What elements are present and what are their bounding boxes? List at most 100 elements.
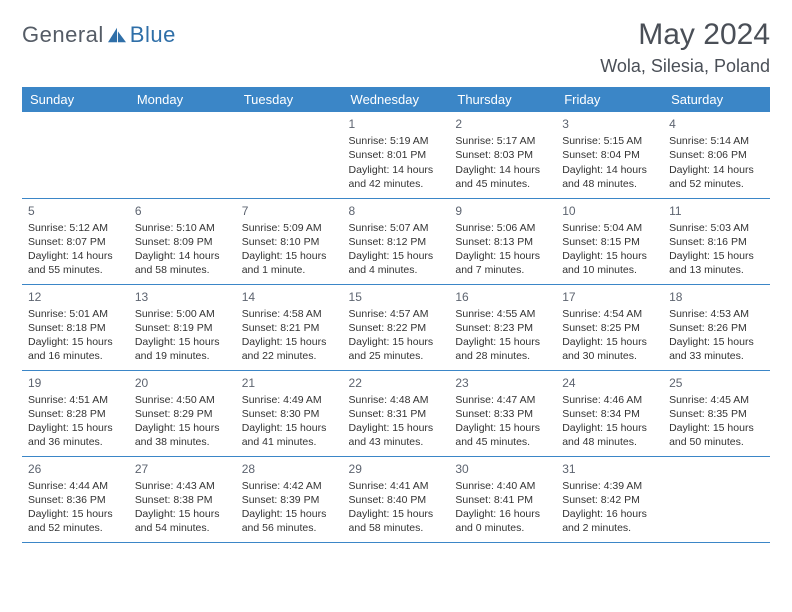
sunrise-line: Sunrise: 5:15 AM xyxy=(562,134,657,148)
brand-logo: General Blue xyxy=(22,22,176,48)
sunrise-line: Sunrise: 4:43 AM xyxy=(135,479,230,493)
day-number: 23 xyxy=(455,375,550,391)
daylight-line: Daylight: 15 hours and 13 minutes. xyxy=(669,249,764,277)
header: General Blue May 2024 Wola, Silesia, Pol… xyxy=(22,18,770,77)
daylight-line: Daylight: 16 hours and 0 minutes. xyxy=(455,507,550,535)
calendar-cell: 22Sunrise: 4:48 AMSunset: 8:31 PMDayligh… xyxy=(343,370,450,456)
daylight-line: Daylight: 15 hours and 58 minutes. xyxy=(349,507,444,535)
calendar-cell: 12Sunrise: 5:01 AMSunset: 8:18 PMDayligh… xyxy=(22,284,129,370)
daylight-line: Daylight: 15 hours and 19 minutes. xyxy=(135,335,230,363)
calendar-header-row: SundayMondayTuesdayWednesdayThursdayFrid… xyxy=(22,87,770,112)
sunset-line: Sunset: 8:34 PM xyxy=(562,407,657,421)
daylight-line: Daylight: 14 hours and 45 minutes. xyxy=(455,163,550,191)
daylight-line: Daylight: 15 hours and 25 minutes. xyxy=(349,335,444,363)
page-title: May 2024 xyxy=(600,18,770,52)
sunset-line: Sunset: 8:12 PM xyxy=(349,235,444,249)
daylight-line: Daylight: 15 hours and 33 minutes. xyxy=(669,335,764,363)
day-number: 11 xyxy=(669,203,764,219)
sunrise-line: Sunrise: 4:42 AM xyxy=(242,479,337,493)
day-number: 13 xyxy=(135,289,230,305)
daylight-line: Daylight: 14 hours and 42 minutes. xyxy=(349,163,444,191)
calendar-cell: 25Sunrise: 4:45 AMSunset: 8:35 PMDayligh… xyxy=(663,370,770,456)
sunset-line: Sunset: 8:15 PM xyxy=(562,235,657,249)
sunset-line: Sunset: 8:13 PM xyxy=(455,235,550,249)
sunset-line: Sunset: 8:33 PM xyxy=(455,407,550,421)
sunrise-line: Sunrise: 5:14 AM xyxy=(669,134,764,148)
sunset-line: Sunset: 8:31 PM xyxy=(349,407,444,421)
calendar-week-row: 1Sunrise: 5:19 AMSunset: 8:01 PMDaylight… xyxy=(22,112,770,198)
sunrise-line: Sunrise: 4:39 AM xyxy=(562,479,657,493)
day-number: 10 xyxy=(562,203,657,219)
calendar-cell: 2Sunrise: 5:17 AMSunset: 8:03 PMDaylight… xyxy=(449,112,556,198)
sunset-line: Sunset: 8:10 PM xyxy=(242,235,337,249)
sunrise-line: Sunrise: 5:01 AM xyxy=(28,307,123,321)
calendar-cell: 14Sunrise: 4:58 AMSunset: 8:21 PMDayligh… xyxy=(236,284,343,370)
sunrise-line: Sunrise: 4:48 AM xyxy=(349,393,444,407)
sunset-line: Sunset: 8:25 PM xyxy=(562,321,657,335)
title-block: May 2024 Wola, Silesia, Poland xyxy=(600,18,770,77)
calendar-cell xyxy=(22,112,129,198)
daylight-line: Daylight: 14 hours and 58 minutes. xyxy=(135,249,230,277)
day-header: Monday xyxy=(129,87,236,112)
calendar-week-row: 26Sunrise: 4:44 AMSunset: 8:36 PMDayligh… xyxy=(22,456,770,542)
sunrise-line: Sunrise: 4:47 AM xyxy=(455,393,550,407)
day-number: 1 xyxy=(349,116,444,132)
calendar-cell: 13Sunrise: 5:00 AMSunset: 8:19 PMDayligh… xyxy=(129,284,236,370)
calendar-cell: 18Sunrise: 4:53 AMSunset: 8:26 PMDayligh… xyxy=(663,284,770,370)
sunset-line: Sunset: 8:06 PM xyxy=(669,148,764,162)
daylight-line: Daylight: 15 hours and 22 minutes. xyxy=(242,335,337,363)
day-header: Wednesday xyxy=(343,87,450,112)
day-header: Tuesday xyxy=(236,87,343,112)
sunrise-line: Sunrise: 4:57 AM xyxy=(349,307,444,321)
sunrise-line: Sunrise: 5:04 AM xyxy=(562,221,657,235)
daylight-line: Daylight: 14 hours and 48 minutes. xyxy=(562,163,657,191)
calendar-cell xyxy=(129,112,236,198)
calendar-cell xyxy=(236,112,343,198)
sunset-line: Sunset: 8:29 PM xyxy=(135,407,230,421)
sunset-line: Sunset: 8:09 PM xyxy=(135,235,230,249)
daylight-line: Daylight: 14 hours and 55 minutes. xyxy=(28,249,123,277)
day-number: 21 xyxy=(242,375,337,391)
sunset-line: Sunset: 8:21 PM xyxy=(242,321,337,335)
day-number: 3 xyxy=(562,116,657,132)
day-number: 14 xyxy=(242,289,337,305)
sunset-line: Sunset: 8:30 PM xyxy=(242,407,337,421)
sunset-line: Sunset: 8:03 PM xyxy=(455,148,550,162)
sunrise-line: Sunrise: 5:00 AM xyxy=(135,307,230,321)
daylight-line: Daylight: 15 hours and 1 minute. xyxy=(242,249,337,277)
sunrise-line: Sunrise: 4:51 AM xyxy=(28,393,123,407)
calendar-cell: 28Sunrise: 4:42 AMSunset: 8:39 PMDayligh… xyxy=(236,456,343,542)
sunset-line: Sunset: 8:38 PM xyxy=(135,493,230,507)
calendar-cell: 23 Sunrise: 4:47 AMSunset: 8:33 PMDayligh… xyxy=(449,370,556,456)
sunset-line: Sunset: 8:28 PM xyxy=(28,407,123,421)
day-number: 16 xyxy=(455,289,550,305)
daylight-line: Daylight: 15 hours and 16 minutes. xyxy=(28,335,123,363)
day-header: Thursday xyxy=(449,87,556,112)
sunrise-line: Sunrise: 4:54 AM xyxy=(562,307,657,321)
sunrise-line: Sunrise: 5:17 AM xyxy=(455,134,550,148)
calendar-cell: 9Sunrise: 5:06 AMSunset: 8:13 PMDaylight… xyxy=(449,198,556,284)
day-number: 9 xyxy=(455,203,550,219)
calendar-cell: 6Sunrise: 5:10 AMSunset: 8:09 PMDaylight… xyxy=(129,198,236,284)
sunset-line: Sunset: 8:23 PM xyxy=(455,321,550,335)
day-number: 18 xyxy=(669,289,764,305)
sunrise-line: Sunrise: 4:50 AM xyxy=(135,393,230,407)
sunrise-line: Sunrise: 5:06 AM xyxy=(455,221,550,235)
calendar-cell: 4Sunrise: 5:14 AMSunset: 8:06 PMDaylight… xyxy=(663,112,770,198)
sunset-line: Sunset: 8:39 PM xyxy=(242,493,337,507)
daylight-line: Daylight: 15 hours and 36 minutes. xyxy=(28,421,123,449)
calendar-cell: 5Sunrise: 5:12 AMSunset: 8:07 PMDaylight… xyxy=(22,198,129,284)
daylight-line: Daylight: 15 hours and 52 minutes. xyxy=(28,507,123,535)
day-number: 20 xyxy=(135,375,230,391)
calendar-cell: 24Sunrise: 4:46 AMSunset: 8:34 PMDayligh… xyxy=(556,370,663,456)
daylight-line: Daylight: 16 hours and 2 minutes. xyxy=(562,507,657,535)
daylight-line: Daylight: 15 hours and 45 minutes. xyxy=(455,421,550,449)
calendar-cell: 26Sunrise: 4:44 AMSunset: 8:36 PMDayligh… xyxy=(22,456,129,542)
calendar-cell: 20Sunrise: 4:50 AMSunset: 8:29 PMDayligh… xyxy=(129,370,236,456)
day-header: Friday xyxy=(556,87,663,112)
calendar-cell: 1Sunrise: 5:19 AMSunset: 8:01 PMDaylight… xyxy=(343,112,450,198)
location-text: Wola, Silesia, Poland xyxy=(600,56,770,77)
brand-name-1: General xyxy=(22,22,104,48)
day-number: 8 xyxy=(349,203,444,219)
sunrise-line: Sunrise: 4:44 AM xyxy=(28,479,123,493)
